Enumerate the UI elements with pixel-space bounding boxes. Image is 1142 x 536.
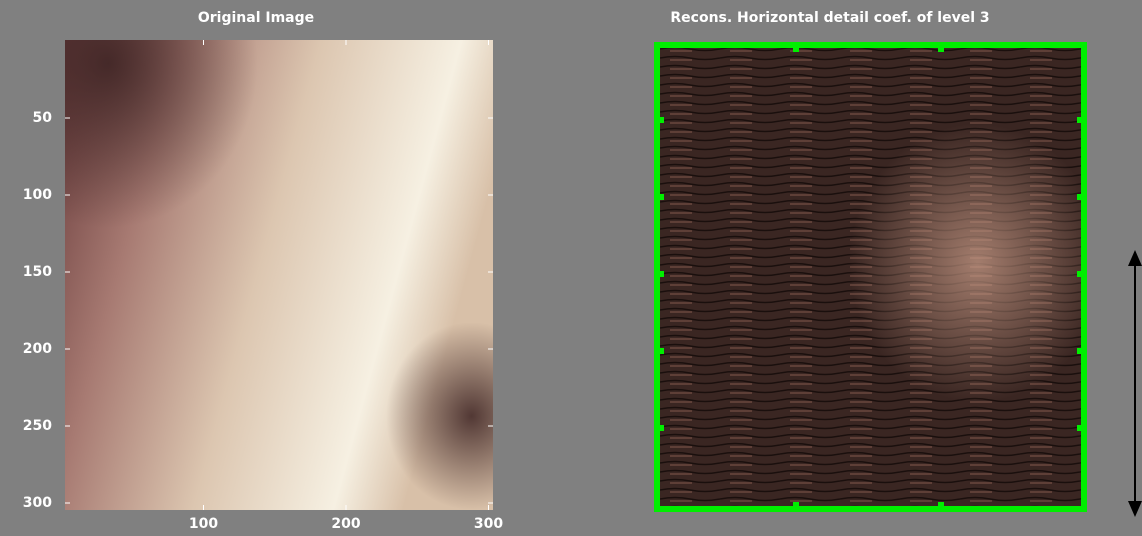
y-tick-label: 100	[23, 187, 52, 203]
image-shade	[65, 40, 493, 510]
resize-arrow[interactable]	[1128, 250, 1142, 517]
x-tick-label: 300	[474, 516, 503, 532]
y-tick-label: 150	[23, 264, 52, 280]
figure-window: Original Image 50 100 150 200 250 300 100 200 30…	[0, 0, 1142, 536]
image-highlight	[657, 45, 1084, 509]
axes-title: Recons. Horizontal detail coef. of level…	[670, 10, 989, 26]
y-tick-label: 200	[23, 341, 52, 357]
x-tick-label: 100	[189, 516, 218, 532]
y-tick-label: 50	[33, 110, 53, 126]
y-tick-label: 250	[23, 418, 52, 434]
x-tick-label: 200	[331, 516, 360, 532]
y-tick-label: 300	[23, 495, 52, 511]
axes-title: Original Image	[198, 10, 314, 26]
